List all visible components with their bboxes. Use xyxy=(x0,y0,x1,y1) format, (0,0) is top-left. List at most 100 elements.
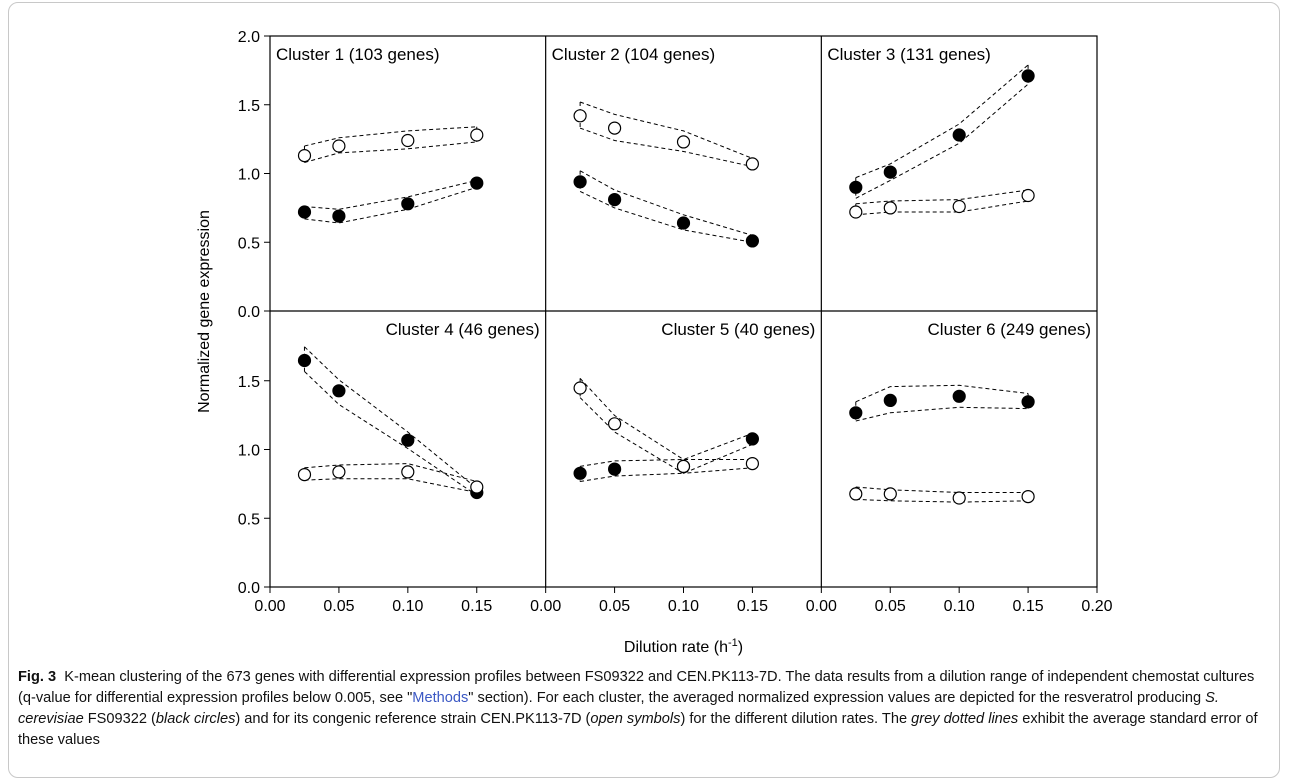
data-point-c6-s1-p1 xyxy=(849,406,863,420)
data-point-c1-s2-p2 xyxy=(332,139,346,153)
caption-part6: exhibit the average standard error of th… xyxy=(18,711,1258,748)
error-band-lower-c6-s1 xyxy=(855,406,1029,422)
data-point-c4-s2-p1 xyxy=(297,468,312,482)
methods-link[interactable]: Methods xyxy=(412,690,469,706)
data-point-c5-s1-p1 xyxy=(573,466,587,480)
x-tick-label-col3-3: 0.15 xyxy=(1013,598,1044,615)
error-band-upper-c1-s2 xyxy=(304,126,477,147)
data-point-c3-s2-p1 xyxy=(849,205,863,219)
data-point-c6-s2-p2 xyxy=(883,487,897,501)
error-band-upper-c5-s1 xyxy=(580,432,753,467)
error-band-lower-c1-s1 xyxy=(304,186,477,224)
error-band-lower-c3-s2 xyxy=(855,200,1029,216)
x-tick-label-col3-0: 0.00 xyxy=(806,598,837,615)
data-point-c6-s2-p4 xyxy=(1021,490,1035,504)
error-band-lower-c3-s1 xyxy=(855,83,1029,199)
caption-part2: " section). For each cluster, the averag… xyxy=(468,690,1206,706)
figure-label: Fig. 3 xyxy=(18,669,57,685)
error-band-lower-c5-s2 xyxy=(579,397,753,474)
data-point-c5-s1-p4 xyxy=(745,432,760,446)
x-tick-label-col2-0: 0.00 xyxy=(530,598,561,615)
error-band-upper-c2-s1 xyxy=(579,170,753,236)
data-point-c2-s2-p4 xyxy=(745,157,760,171)
data-point-c6-s1-p3 xyxy=(952,389,966,403)
data-point-c1-s1-p3 xyxy=(401,197,415,211)
x-tick-label-col1-0: 0.00 xyxy=(254,598,285,615)
data-point-c1-s2-p3 xyxy=(401,133,415,148)
data-point-c3-s1-p1 xyxy=(849,180,863,194)
error-band-upper-c2-s2 xyxy=(579,101,753,159)
data-point-c5-s2-p2 xyxy=(607,417,622,431)
data-point-c1-s2-p4 xyxy=(470,128,484,142)
x-tick-label-col1-1: 0.05 xyxy=(323,598,354,615)
error-band-upper-c4-s1 xyxy=(304,346,478,489)
y-tick-label-top-0: 0.0 xyxy=(238,304,260,321)
x-tick-label-col2-1: 0.05 xyxy=(599,598,630,615)
x-tick-label-col3-1: 0.05 xyxy=(875,598,906,615)
y-tick-label-top-2: 1.0 xyxy=(238,167,260,184)
data-point-c3-s1-p4 xyxy=(1021,69,1035,83)
error-band-upper-c4-s2 xyxy=(304,463,477,482)
data-point-c2-s2-p2 xyxy=(607,121,622,135)
data-point-c5-s2-p1 xyxy=(573,381,587,395)
y-tick-label-top-1: 0.5 xyxy=(238,235,260,252)
data-point-c6-s2-p3 xyxy=(952,491,966,505)
data-point-c4-s2-p4 xyxy=(470,480,484,494)
x-tick-label-col3-2: 0.10 xyxy=(944,598,975,615)
panel-title-cluster-3: Cluster 3 (131 genes) xyxy=(827,45,990,64)
x-axis-label-end: ) xyxy=(738,639,743,656)
error-band-upper-c6-s1 xyxy=(855,384,1029,403)
data-point-c1-s2-p1 xyxy=(297,149,312,163)
data-point-c2-s2-p3 xyxy=(676,135,691,149)
error-band-lower-c1-s2 xyxy=(304,141,477,163)
error-band-lower-c6-s2 xyxy=(855,498,1029,503)
error-band-lower-c4-s1 xyxy=(304,371,478,496)
y-tick-label-bottom-1: 0.5 xyxy=(238,511,260,528)
data-point-c2-s1-p2 xyxy=(607,193,622,207)
error-band-lower-c4-s2 xyxy=(304,478,477,493)
data-point-c3-s2-p4 xyxy=(1021,188,1035,203)
data-point-c6-s1-p2 xyxy=(883,393,897,407)
data-point-c4-s1-p2 xyxy=(332,384,346,398)
data-point-c6-s1-p4 xyxy=(1021,395,1035,409)
x-axis-label: Dilution rate (h-1) xyxy=(624,637,743,656)
data-point-c5-s1-p2 xyxy=(607,462,622,476)
data-point-c1-s1-p4 xyxy=(470,176,484,190)
panel-title-cluster-1: Cluster 1 (103 genes) xyxy=(276,45,439,64)
y-tick-label-top-4: 2.0 xyxy=(238,29,260,46)
x-axis-label-sup: -1 xyxy=(728,637,738,649)
x-tick-label-col2-3: 0.15 xyxy=(737,598,768,615)
y-tick-label-bottom-0: 0.0 xyxy=(238,580,260,597)
error-band-lower-c2-s2 xyxy=(579,127,753,168)
panel-title-cluster-6: Cluster 6 (249 genes) xyxy=(928,320,1091,339)
x-tick-label-col1-2: 0.10 xyxy=(392,598,423,615)
data-point-c5-s2-p3 xyxy=(676,459,691,473)
data-point-c4-s1-p1 xyxy=(297,353,312,368)
caption-species: S. cerevisiae xyxy=(18,690,1219,727)
data-point-c2-s1-p4 xyxy=(745,234,760,248)
caption-grey-dotted: grey dotted lines xyxy=(911,711,1019,727)
caption-part1: K-mean clustering of the 673 genes with … xyxy=(18,669,1255,706)
data-point-c4-s2-p2 xyxy=(332,465,346,479)
data-point-c4-s2-p3 xyxy=(401,465,415,479)
error-band-upper-c6-s2 xyxy=(855,486,1029,493)
y-tick-label-bottom-2: 1.0 xyxy=(238,443,260,460)
error-band-upper-c5-s2 xyxy=(579,378,753,460)
x-tick-label-col2-2: 0.10 xyxy=(668,598,699,615)
x-tick-label-col3-4: 0.20 xyxy=(1081,598,1112,615)
caption-part3: FS09322 ( xyxy=(83,711,156,727)
y-tick-label-bottom-3: 1.5 xyxy=(238,374,260,391)
caption-part4: ) and for its congenic reference strain … xyxy=(235,711,591,727)
y-axis-label: Normalized gene expression xyxy=(196,210,213,413)
figure-frame xyxy=(8,2,1280,778)
data-point-c2-s1-p1 xyxy=(573,175,587,189)
caption-part5: ) for the different dilution rates. The xyxy=(680,711,912,727)
panel-title-cluster-2: Cluster 2 (104 genes) xyxy=(552,45,715,64)
data-point-c3-s1-p2 xyxy=(883,165,897,179)
data-point-c1-s1-p2 xyxy=(332,209,346,223)
x-tick-label-col1-3: 0.15 xyxy=(461,598,492,615)
cluster-chart: Cluster 1 (103 genes) Cluster 2 (104 gene… xyxy=(196,29,1113,656)
error-band-upper-c1-s1 xyxy=(304,179,477,210)
caption-open-symbols: open symbols xyxy=(590,711,681,727)
error-band-upper-c3-s2 xyxy=(855,189,1029,205)
